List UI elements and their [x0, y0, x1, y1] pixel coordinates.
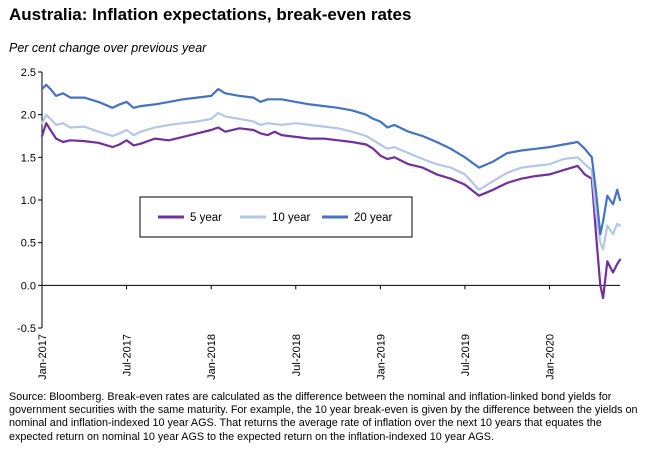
x-tick-label: Jan-2020	[545, 334, 557, 380]
x-tick-label: Jul-2017	[122, 334, 134, 376]
series-line-10-year	[40, 111, 622, 251]
legend-label: 5 year	[190, 212, 222, 224]
y-tick-label: 1.5	[21, 152, 36, 164]
y-tick-label: 2.5	[21, 67, 36, 79]
y-tick-label: 1.0	[21, 195, 36, 207]
x-tick-label: Jan-2019	[375, 334, 387, 380]
y-tick-label: -0.5	[17, 323, 36, 335]
series-line-20-year	[40, 83, 622, 236]
chart-title: Australia: Inflation expectations, break…	[9, 5, 412, 24]
x-tick-label: Jan-2018	[206, 334, 218, 380]
legend	[139, 196, 413, 238]
y-tick-label: 0.5	[21, 238, 36, 250]
y-tick-label: 2.0	[21, 110, 36, 122]
x-tick-label: Jan-2017	[37, 334, 49, 380]
y-tick-label: 0.0	[21, 280, 36, 292]
legend-label: 20 year	[354, 212, 393, 224]
source-note: Source: Bloomberg. Break-even rates are …	[9, 391, 638, 443]
x-tick-label: Jul-2019	[460, 334, 472, 376]
y-axis-unit-label: Per cent change over previous year	[9, 41, 207, 55]
legend-label: 10 year	[272, 212, 311, 224]
x-tick-label: Jul-2018	[291, 334, 303, 376]
series-line-5-year	[40, 122, 622, 300]
